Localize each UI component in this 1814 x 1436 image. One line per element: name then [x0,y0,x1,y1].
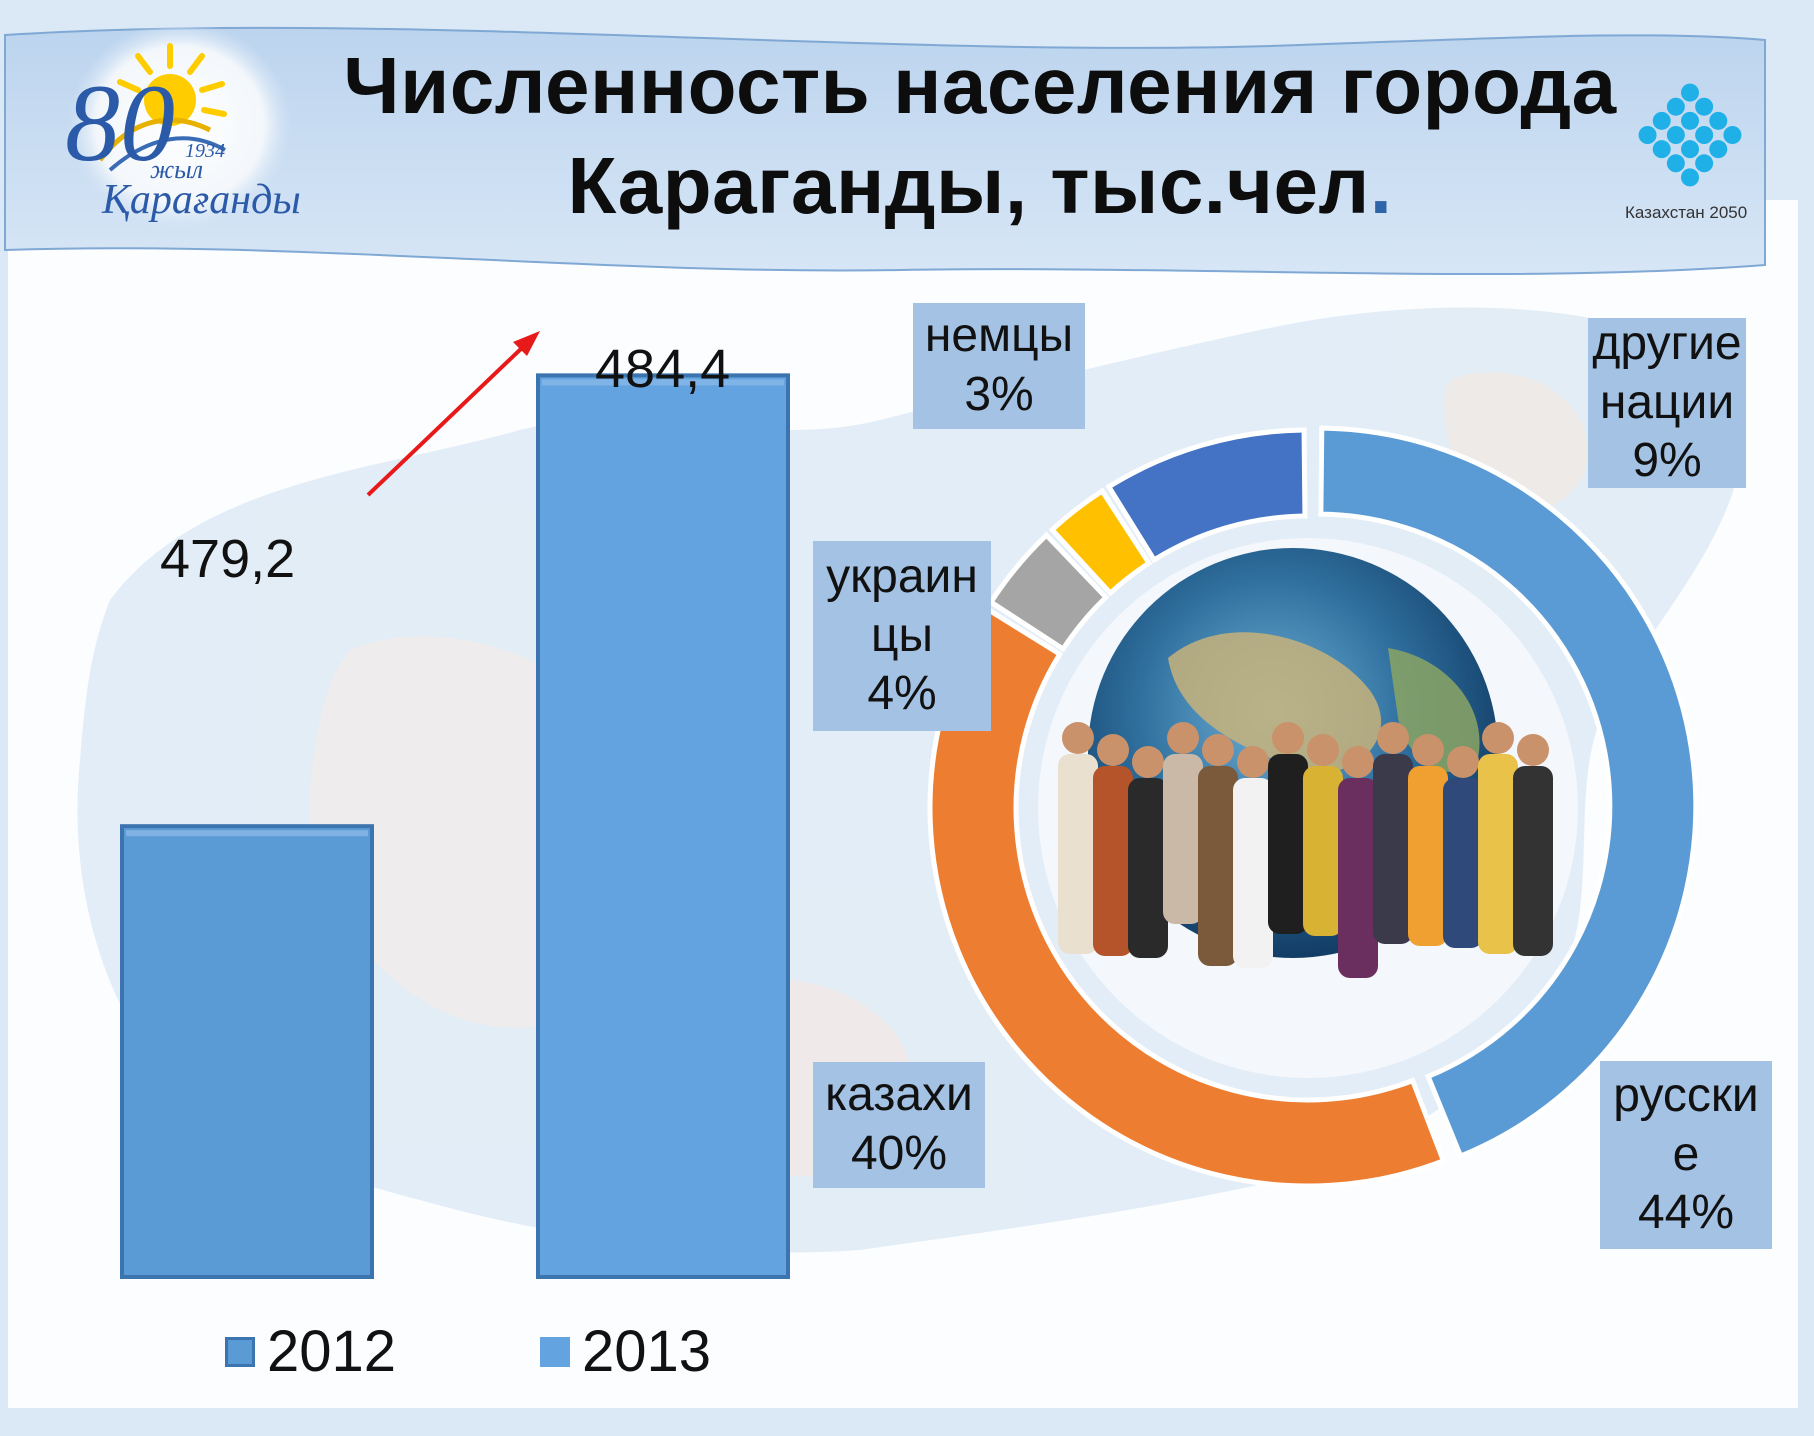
person-head [1132,746,1164,778]
person-head [1062,722,1094,754]
bar-value-label-2013: 484,4 [595,339,731,399]
donut-label-kazakhs-line-1: казахи [825,1068,973,1122]
person-head [1202,734,1234,766]
donut-label-others-line-1: другие [1592,317,1742,371]
person-head [1517,734,1549,766]
person-body [1198,766,1238,966]
person-head [1167,722,1199,754]
person-body [1338,778,1378,978]
bar-2012 [120,824,374,1279]
logo-80-sun-icon [117,43,227,126]
legend-label-2013: 2013 [582,1319,712,1384]
donut-label-ukrainians-line-2: цы [871,608,933,662]
globe-people-image [1038,538,1578,1078]
slide-title-line-2: Караганды, тыс.чел. [330,140,1630,232]
legend-item-2013: 2013 [540,1318,711,1385]
kazakhstan-2050-caption: Казахстан 2050 [1625,203,1748,222]
donut-label-others-line-2: нации [1599,375,1735,429]
person-body [1513,766,1553,956]
bar-value-label-2012: 479,2 [160,529,296,589]
person-body [1163,754,1203,924]
person-head [1097,734,1129,766]
person-head [1342,746,1374,778]
person-head [1447,746,1479,778]
donut-label-russians-line-1: русски [1613,1069,1759,1123]
person-body [1093,766,1133,956]
kazakhstan-2050-logo-icon [1638,83,1742,187]
person-head [1237,746,1269,778]
donut-label-kazakhs: казахи 40% [813,1062,985,1188]
donut-slice-others [1105,427,1308,564]
donut-label-germans-line-2: 3% [964,368,1034,421]
globe-continent-shape-2 [1388,648,1480,773]
donut-slice-russians [1318,425,1699,1160]
logo-80-word-city: Қарағанды [102,177,301,223]
donut-label-ukrainians: украин цы 4% [813,541,991,731]
person-body [1268,754,1308,934]
person-body [1443,778,1483,948]
bar-highlight-2013 [542,379,784,386]
person-body [1373,754,1413,944]
slide-title-dot: . [1369,141,1393,230]
donut-label-others-line-3: 9% [1632,434,1702,488]
legend-label-2012: 2012 [267,1319,397,1384]
donut-chart [927,425,1699,1189]
person-head [1272,722,1304,754]
person-body [1128,778,1168,958]
bar-highlight-2012 [126,830,368,837]
person-head [1307,734,1339,766]
title-banner [4,26,1766,276]
growth-arrow [366,331,540,497]
growth-arrow-head-icon [513,331,540,356]
logo-80-glow [68,20,292,230]
legend-swatch-2013 [540,1336,570,1367]
legend-swatch-2012 [225,1336,255,1367]
logo-80-ribbon-icon [98,117,212,162]
donut-slice-germans [1048,487,1153,597]
slide-title-line-1: Численность населения города [343,41,1617,130]
bar-chart [120,373,790,1279]
donut-label-russians: русски е 44% [1600,1061,1772,1249]
slide-title-line-2-text: Караганды, тыс.чел [567,141,1370,230]
donut-label-russians-line-3: 44% [1637,1186,1735,1240]
person-body [1408,766,1448,946]
person-head [1412,734,1444,766]
person-body [1233,778,1273,968]
logo-80-word-zhyl: жыл [150,155,204,184]
bar-2013 [536,373,790,1279]
donut-label-ukrainians-line-1: украин [826,550,978,604]
donut-label-russians-line-2: е [1672,1127,1700,1181]
person-body [1478,754,1518,954]
person-body [1058,754,1098,954]
donut-label-germans-line-1: немцы [924,309,1074,363]
logo-80-number: 80 [65,62,175,184]
person-head [1377,722,1409,754]
donut-label-others: другие нации 9% [1588,317,1746,488]
person-body [1303,766,1343,936]
growth-arrow-shaft [366,343,527,497]
donut-label-germans: немцы 3% [913,303,1085,429]
logo-80-year: 1934 [185,140,225,162]
donut-slice-ukrainians [987,531,1110,653]
legend-item-2012: 2012 [225,1318,396,1385]
donut-label-kazakhs-line-2: 40% [850,1127,948,1180]
person-head [1482,722,1514,754]
donut-label-ukrainians-line-3: 4% [867,667,937,721]
